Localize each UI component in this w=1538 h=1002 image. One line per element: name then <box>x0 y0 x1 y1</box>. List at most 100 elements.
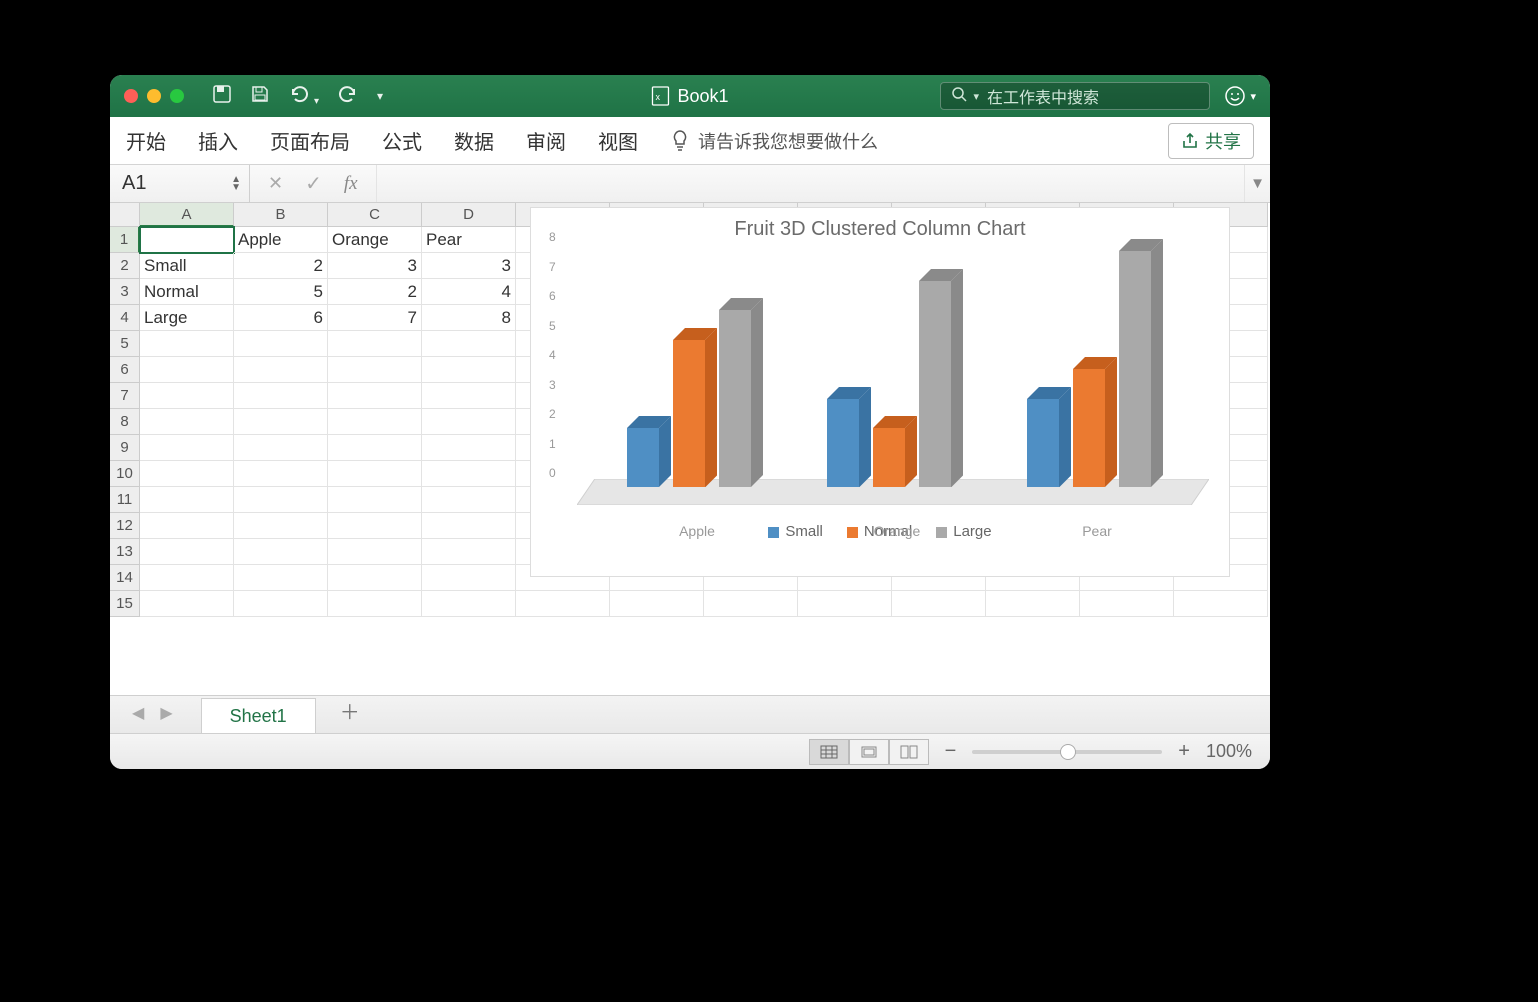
close-window-button[interactable] <box>124 89 138 103</box>
ribbon-tab-view[interactable]: 视图 <box>598 126 638 155</box>
cell[interactable] <box>140 409 234 435</box>
column-header[interactable]: A <box>140 203 234 227</box>
cell[interactable] <box>422 409 516 435</box>
cell[interactable]: 3 <box>422 253 516 279</box>
row-header[interactable]: 6 <box>110 357 140 383</box>
cell[interactable] <box>140 461 234 487</box>
ribbon-tab-insert[interactable]: 插入 <box>198 126 238 155</box>
row-header[interactable]: 11 <box>110 487 140 513</box>
cancel-formula-icon[interactable]: ✕ <box>268 173 283 194</box>
cell[interactable]: Large <box>140 305 234 331</box>
cell[interactable] <box>328 513 422 539</box>
cell[interactable] <box>140 487 234 513</box>
cell[interactable] <box>328 461 422 487</box>
cell[interactable] <box>892 591 986 617</box>
redo-icon[interactable] <box>337 84 359 108</box>
ribbon-tab-pagelayout[interactable]: 页面布局 <box>270 126 350 155</box>
accept-formula-icon[interactable]: ✓ <box>305 171 322 196</box>
add-sheet-button[interactable]: ＋ <box>340 696 360 725</box>
cell[interactable] <box>422 513 516 539</box>
worksheet-grid[interactable]: ABCDEFGHIJKL 123456789101112131415 Apple… <box>110 203 1270 723</box>
sheet-nav-prev-icon[interactable]: ◀ <box>132 703 144 723</box>
cell[interactable] <box>234 409 328 435</box>
row-header[interactable]: 1 <box>110 227 140 253</box>
undo-icon[interactable]: ▾ <box>288 84 319 108</box>
save-icon[interactable] <box>250 84 270 108</box>
cell[interactable] <box>140 331 234 357</box>
cell[interactable]: 2 <box>234 253 328 279</box>
cell[interactable]: 8 <box>422 305 516 331</box>
cell[interactable] <box>610 591 704 617</box>
formula-bar-expand-icon[interactable]: ▼ <box>1244 165 1270 202</box>
ribbon-tab-formulas[interactable]: 公式 <box>382 126 422 155</box>
ribbon-tab-review[interactable]: 审阅 <box>526 126 566 155</box>
search-input[interactable]: ▾ 在工作表中搜索 <box>940 82 1210 110</box>
cell[interactable]: 7 <box>328 305 422 331</box>
cell[interactable] <box>422 331 516 357</box>
cell[interactable]: 5 <box>234 279 328 305</box>
cell[interactable]: Small <box>140 253 234 279</box>
row-header[interactable]: 5 <box>110 331 140 357</box>
sheet-tab-active[interactable]: Sheet1 <box>201 698 316 734</box>
cell[interactable] <box>234 591 328 617</box>
cell[interactable] <box>328 487 422 513</box>
cell[interactable] <box>328 591 422 617</box>
cell[interactable] <box>798 591 892 617</box>
qat-customize-icon[interactable]: ▾ <box>377 89 383 103</box>
minimize-window-button[interactable] <box>147 89 161 103</box>
cell[interactable] <box>328 435 422 461</box>
cell[interactable] <box>234 383 328 409</box>
view-normal-button[interactable] <box>809 739 849 765</box>
view-pagelayout-button[interactable] <box>849 739 889 765</box>
formula-input[interactable] <box>377 165 1244 202</box>
cell[interactable]: Orange <box>328 227 422 253</box>
cell[interactable] <box>234 513 328 539</box>
sheet-nav-next-icon[interactable]: ▶ <box>160 703 172 723</box>
cell[interactable] <box>140 513 234 539</box>
row-header[interactable]: 4 <box>110 305 140 331</box>
row-header[interactable]: 10 <box>110 461 140 487</box>
cell[interactable] <box>234 487 328 513</box>
cell[interactable] <box>140 227 234 253</box>
cell[interactable]: 3 <box>328 253 422 279</box>
zoom-slider[interactable] <box>972 750 1162 754</box>
cell[interactable] <box>422 539 516 565</box>
cell[interactable] <box>1080 591 1174 617</box>
cell[interactable] <box>516 591 610 617</box>
ribbon-tab-data[interactable]: 数据 <box>454 126 494 155</box>
zoom-percent[interactable]: 100% <box>1206 741 1252 762</box>
cell[interactable]: 4 <box>422 279 516 305</box>
ribbon-tab-home[interactable]: 开始 <box>126 126 166 155</box>
zoom-slider-thumb[interactable] <box>1060 744 1076 760</box>
cell[interactable] <box>422 565 516 591</box>
cell[interactable] <box>328 357 422 383</box>
select-all-corner[interactable] <box>110 203 140 227</box>
cell[interactable]: Pear <box>422 227 516 253</box>
row-header[interactable]: 3 <box>110 279 140 305</box>
cell[interactable] <box>140 565 234 591</box>
cell[interactable] <box>422 357 516 383</box>
column-header[interactable]: D <box>422 203 516 227</box>
cell[interactable]: Apple <box>234 227 328 253</box>
cell[interactable] <box>140 357 234 383</box>
tell-me-input[interactable]: 请告诉我您想要做什么 <box>670 128 878 154</box>
autosave-icon[interactable] <box>212 84 232 108</box>
view-pagebreak-button[interactable] <box>889 739 929 765</box>
row-header[interactable]: 2 <box>110 253 140 279</box>
embedded-chart[interactable]: Fruit 3D Clustered Column Chart 01234567… <box>530 207 1230 577</box>
cell[interactable] <box>422 487 516 513</box>
maximize-window-button[interactable] <box>170 89 184 103</box>
fx-icon[interactable]: fx <box>344 173 358 195</box>
cell[interactable] <box>234 435 328 461</box>
cell[interactable] <box>140 435 234 461</box>
cell[interactable] <box>328 565 422 591</box>
cell[interactable] <box>422 591 516 617</box>
column-header[interactable]: C <box>328 203 422 227</box>
cell[interactable] <box>328 383 422 409</box>
cell[interactable] <box>234 461 328 487</box>
row-header[interactable]: 12 <box>110 513 140 539</box>
column-header[interactable]: B <box>234 203 328 227</box>
cell[interactable] <box>328 539 422 565</box>
cell[interactable]: 6 <box>234 305 328 331</box>
feedback-button[interactable]: ▾ <box>1224 85 1256 107</box>
